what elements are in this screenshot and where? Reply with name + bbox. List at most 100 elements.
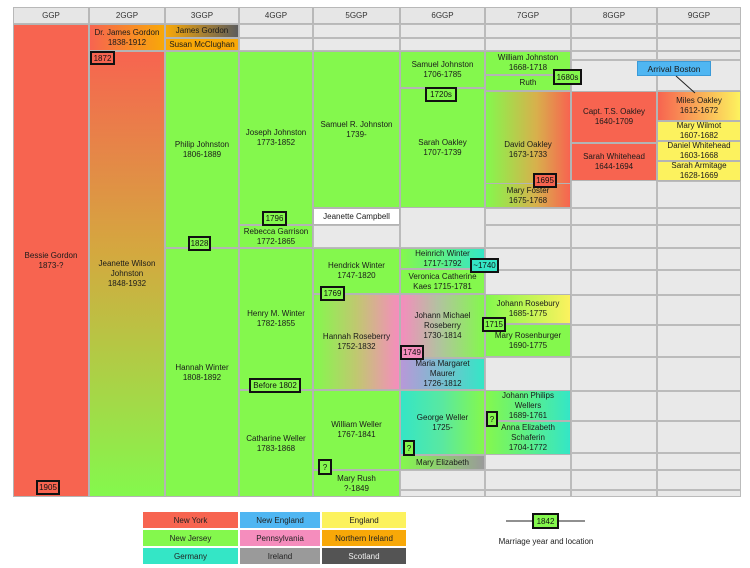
generation-header-8ggp: 8GGP	[571, 7, 657, 24]
grid-cell	[485, 357, 571, 391]
grid-cell	[571, 24, 657, 38]
person-name: Jeanette Wilson Johnston 1848-1932	[98, 259, 156, 288]
generation-header-label: 2GGP	[115, 11, 139, 20]
grid-cell	[657, 421, 741, 453]
person-card: Bessie Gordon 1873-?	[13, 24, 89, 497]
marriage-marker: 1872	[90, 51, 115, 65]
legend-label: Scotland	[348, 551, 380, 561]
person-name: Miles Oakley 1612-1672	[676, 96, 722, 115]
legend-swatch: Germany	[142, 547, 239, 565]
legend-swatch: Scotland	[321, 547, 407, 565]
grid-cell	[485, 225, 571, 248]
person-name: Ruth	[519, 78, 537, 87]
marriage-year: 1715	[485, 320, 503, 329]
person-card: Mary Foster 1675-1768	[485, 183, 571, 208]
grid-cell	[657, 453, 741, 470]
grid-cell	[657, 225, 741, 248]
person-card: Samuel R. Johnston 1739-	[313, 51, 400, 208]
marriage-year: ?	[489, 414, 495, 424]
person-name: Susan McClughan	[169, 39, 235, 49]
person-name: James Gordon	[175, 26, 229, 35]
grid-cell	[313, 225, 400, 248]
person-name: Daniel Whitehead 1603-1668	[667, 141, 731, 160]
person-card: Heinrich Winter 1717-1792	[400, 248, 485, 269]
marriage-marker: 1715	[482, 317, 506, 332]
marriage-year: ?	[322, 462, 328, 472]
person-card: Rebecca Garrison 1772-1865	[239, 225, 313, 248]
generation-header-9ggp: 9GGP	[657, 7, 741, 24]
person-name: Dr. James Gordon 1838-1912	[94, 27, 160, 47]
grid-cell	[485, 24, 571, 38]
legend-swatch: Northern Ireland	[321, 529, 407, 547]
marriage-year: ~1740	[473, 261, 496, 270]
person-name: William Weller 1767-1841	[331, 420, 382, 439]
generation-header-label: 7GGP	[516, 11, 540, 20]
grid-cell	[485, 453, 571, 470]
legend-swatch: England	[321, 511, 407, 529]
grid-cell	[485, 38, 571, 51]
marriage-year: 1769	[323, 289, 342, 298]
person-card: Capt. T.S. Oakley 1640-1709	[571, 91, 657, 143]
person-name: David Oakley 1673-1733	[504, 139, 552, 159]
grid-cell	[571, 325, 657, 357]
person-name: Philip Johnston 1806-1889	[174, 139, 230, 159]
person-card: Veronica Catherine Kaes 1715-1781	[400, 269, 485, 294]
marriage-year: 1872	[93, 53, 112, 63]
marriage-year: 1796	[265, 214, 284, 223]
grid-cell	[571, 51, 657, 60]
marriage-year: 1695	[536, 176, 554, 185]
key-caption: Marriage year and location	[498, 537, 594, 546]
arrival-callout: Arrival Boston	[637, 61, 711, 76]
person-card: Samuel Johnston 1706-1785	[400, 51, 485, 88]
person-card: Joseph Johnston 1773-1852	[239, 51, 313, 225]
grid-cell	[657, 248, 741, 270]
grid-cell	[657, 270, 741, 295]
generation-header-label: 6GGP	[431, 11, 454, 20]
grid-cell	[571, 453, 657, 470]
grid-cell	[657, 51, 741, 60]
person-card: Hannah Roseberry 1752-1832	[313, 294, 400, 390]
generation-header-label: 4GGP	[264, 11, 288, 20]
person-card: Anna Elizabeth Schaferin 1704-1772	[485, 421, 571, 455]
person-name: Hannah Winter 1808-1892	[175, 362, 229, 382]
marriage-year: 1749	[403, 348, 421, 357]
legend-label: Germany	[174, 551, 207, 561]
person-name: George Weller 1725-	[416, 412, 469, 432]
legend-label: England	[349, 515, 379, 525]
grid-cell	[485, 270, 571, 295]
grid-cell	[657, 208, 741, 225]
grid-cell	[657, 24, 741, 38]
person-card: Miles Oakley 1612-1672	[657, 91, 741, 121]
person-name: Maria Margaret Maurer 1726-1812	[415, 359, 470, 388]
person-name: Johann Rosebury 1685-1775	[496, 299, 560, 318]
person-name: Rebecca Garrison 1772-1865	[243, 226, 309, 246]
person-card: Maria Margaret Maurer 1726-1812	[400, 358, 485, 390]
person-card: Daniel Whitehead 1603-1668	[657, 141, 741, 161]
person-card: Johann Philips Wellers 1689-1761	[485, 390, 571, 421]
grid-cell	[400, 38, 485, 51]
person-name: Bessie Gordon 1873-?	[24, 250, 78, 270]
person-name: William Johnston 1668-1718	[497, 53, 559, 72]
grid-cell	[400, 24, 485, 38]
person-name: Jeanette Campbell	[323, 211, 390, 221]
grid-cell	[571, 421, 657, 453]
grid-cell	[657, 490, 741, 497]
grid-cell	[571, 357, 657, 391]
grid-cell	[313, 24, 400, 38]
marriage-marker: 1905	[36, 480, 60, 495]
marriage-year: Before 1802	[253, 381, 297, 390]
grid-cell	[485, 490, 571, 497]
grid-cell	[657, 357, 741, 391]
generation-header-5ggp: 5GGP	[313, 7, 400, 24]
person-card: Sarah Oakley 1707-1739	[400, 88, 485, 208]
legend-label: Pennsylvania	[256, 533, 304, 543]
marriage-year: 1905	[39, 483, 57, 492]
person-name: Johann Michael Roseberry 1730-1814	[414, 311, 471, 340]
person-card: William Weller 1767-1841	[313, 390, 400, 470]
grid-cell	[657, 325, 741, 357]
callout-label: Arrival Boston	[647, 63, 701, 74]
person-card: Susan McClughan	[165, 38, 239, 51]
generation-header-4ggp: 4GGP	[239, 7, 313, 24]
person-name: Mary Rosenburger 1690-1775	[494, 330, 562, 350]
person-name: Capt. T.S. Oakley 1640-1709	[582, 107, 646, 126]
